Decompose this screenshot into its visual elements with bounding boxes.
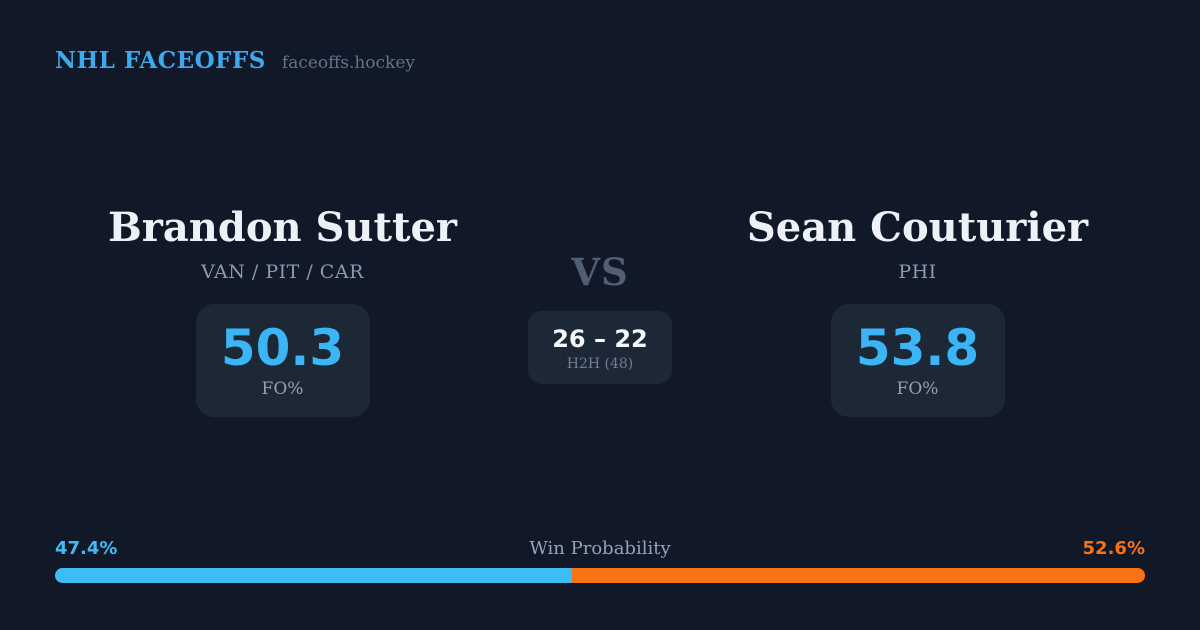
matchup-center: VS 26 – 22 H2H (48)	[510, 205, 690, 384]
win-probability-bar	[55, 568, 1145, 583]
win-prob-right-pct: 52.6%	[1082, 538, 1145, 559]
player-right-fo-pct: 53.8	[855, 319, 980, 378]
player-left: Brandon Sutter VAN / PIT / CAR 50.3 FO%	[55, 205, 510, 417]
h2h-box: 26 – 22 H2H (48)	[528, 311, 672, 384]
site-url: faceoffs.hockey	[281, 53, 416, 73]
player-right-stat-label: FO%	[896, 378, 939, 399]
brand-title: NHL FACEOFFS	[55, 47, 266, 74]
win-prob-left-pct: 47.4%	[55, 538, 118, 559]
player-left-stat-box: 50.3 FO%	[195, 304, 370, 417]
player-left-fo-pct: 50.3	[220, 319, 345, 378]
player-left-name: Brandon Sutter	[108, 204, 457, 251]
vs-label: VS	[571, 250, 629, 294]
player-right-stat-box: 53.8 FO%	[830, 304, 1005, 417]
win-probability-section: 47.4% Win Probability 52.6%	[55, 538, 1145, 583]
player-right-name: Sean Couturier	[746, 204, 1089, 251]
h2h-score: 26 – 22	[552, 325, 648, 353]
win-prob-title: Win Probability	[529, 538, 671, 559]
player-right: Sean Couturier PHI 53.8 FO%	[690, 205, 1145, 417]
player-left-teams: VAN / PIT / CAR	[201, 261, 364, 283]
header: NHL FACEOFFS faceoffs.hockey	[55, 47, 415, 74]
h2h-label: H2H (48)	[566, 356, 634, 372]
win-prob-bar-right-segment	[571, 568, 1145, 583]
matchup-row: Brandon Sutter VAN / PIT / CAR 50.3 FO% …	[55, 205, 1145, 417]
player-right-teams: PHI	[898, 261, 937, 283]
win-probability-labels: 47.4% Win Probability 52.6%	[55, 538, 1145, 559]
win-prob-bar-left-segment	[55, 568, 572, 583]
player-left-stat-label: FO%	[261, 378, 304, 399]
